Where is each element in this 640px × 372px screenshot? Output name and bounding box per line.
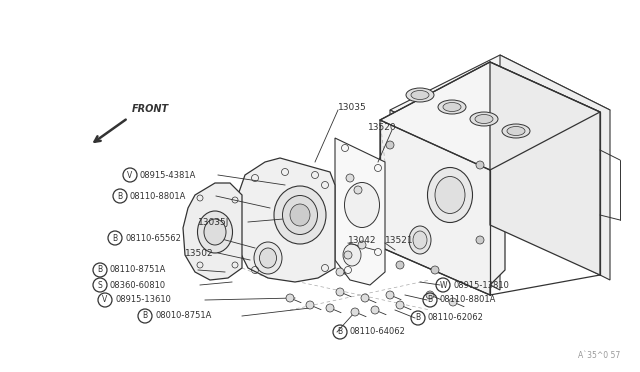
Text: 13502: 13502 xyxy=(185,248,214,257)
Text: 13035J: 13035J xyxy=(198,218,229,227)
Polygon shape xyxy=(500,55,610,280)
Text: V: V xyxy=(127,170,132,180)
Ellipse shape xyxy=(406,88,434,102)
Text: 08915-13610: 08915-13610 xyxy=(115,295,171,305)
Ellipse shape xyxy=(344,183,380,228)
Text: B: B xyxy=(337,327,342,337)
Ellipse shape xyxy=(435,176,465,214)
Text: 13521: 13521 xyxy=(385,235,413,244)
Ellipse shape xyxy=(411,90,429,99)
Ellipse shape xyxy=(282,196,317,234)
Ellipse shape xyxy=(409,226,431,254)
Text: 08110-8751A: 08110-8751A xyxy=(110,266,166,275)
Polygon shape xyxy=(390,55,610,165)
Circle shape xyxy=(361,294,369,302)
Ellipse shape xyxy=(259,248,276,268)
Circle shape xyxy=(396,301,404,309)
Circle shape xyxy=(286,294,294,302)
Circle shape xyxy=(336,268,344,276)
Ellipse shape xyxy=(438,100,466,114)
Polygon shape xyxy=(390,110,500,290)
Circle shape xyxy=(358,241,366,249)
Ellipse shape xyxy=(443,103,461,112)
Ellipse shape xyxy=(204,219,226,245)
Circle shape xyxy=(449,298,457,306)
Ellipse shape xyxy=(343,244,361,266)
Text: B: B xyxy=(97,266,102,275)
Ellipse shape xyxy=(254,242,282,274)
Text: 08360-60810: 08360-60810 xyxy=(110,280,166,289)
Text: 08110-62062: 08110-62062 xyxy=(428,314,484,323)
Text: 08915-13810: 08915-13810 xyxy=(453,280,509,289)
Ellipse shape xyxy=(290,204,310,226)
Text: FRONT: FRONT xyxy=(132,104,169,114)
Polygon shape xyxy=(380,62,600,170)
Text: A`35^0 57: A`35^0 57 xyxy=(578,351,620,360)
Polygon shape xyxy=(335,138,385,285)
Text: B: B xyxy=(117,192,123,201)
Circle shape xyxy=(326,304,334,312)
Ellipse shape xyxy=(413,231,427,249)
Ellipse shape xyxy=(274,186,326,244)
Circle shape xyxy=(351,308,359,316)
Ellipse shape xyxy=(475,115,493,124)
Text: 08110-8801A: 08110-8801A xyxy=(130,192,186,201)
Ellipse shape xyxy=(428,167,472,222)
Circle shape xyxy=(371,306,379,314)
Circle shape xyxy=(386,291,394,299)
Text: B: B xyxy=(415,314,420,323)
Text: W: W xyxy=(439,280,447,289)
Text: 13042: 13042 xyxy=(348,235,376,244)
Ellipse shape xyxy=(507,126,525,135)
Text: 08010-8751A: 08010-8751A xyxy=(155,311,211,321)
Ellipse shape xyxy=(198,211,232,253)
Circle shape xyxy=(426,291,434,299)
Text: B: B xyxy=(113,234,118,243)
Circle shape xyxy=(476,236,484,244)
Circle shape xyxy=(354,186,362,194)
Circle shape xyxy=(336,288,344,296)
Ellipse shape xyxy=(502,124,530,138)
Circle shape xyxy=(344,251,352,259)
Text: 08110-64062: 08110-64062 xyxy=(350,327,406,337)
Circle shape xyxy=(306,301,314,309)
Circle shape xyxy=(386,141,394,149)
Ellipse shape xyxy=(470,112,498,126)
Polygon shape xyxy=(183,183,242,280)
Text: S: S xyxy=(98,280,102,289)
Text: 13520: 13520 xyxy=(368,122,397,131)
Polygon shape xyxy=(490,62,600,275)
Text: 13035: 13035 xyxy=(338,103,367,112)
Text: B: B xyxy=(428,295,433,305)
Circle shape xyxy=(396,261,404,269)
Circle shape xyxy=(431,266,439,274)
Text: 08915-4381A: 08915-4381A xyxy=(140,170,196,180)
Text: B: B xyxy=(143,311,148,321)
Polygon shape xyxy=(235,158,335,282)
Polygon shape xyxy=(380,120,505,295)
Text: V: V xyxy=(102,295,108,305)
Text: 08110-65562: 08110-65562 xyxy=(125,234,181,243)
Text: 08110-8801A: 08110-8801A xyxy=(440,295,497,305)
Circle shape xyxy=(346,174,354,182)
Circle shape xyxy=(476,161,484,169)
